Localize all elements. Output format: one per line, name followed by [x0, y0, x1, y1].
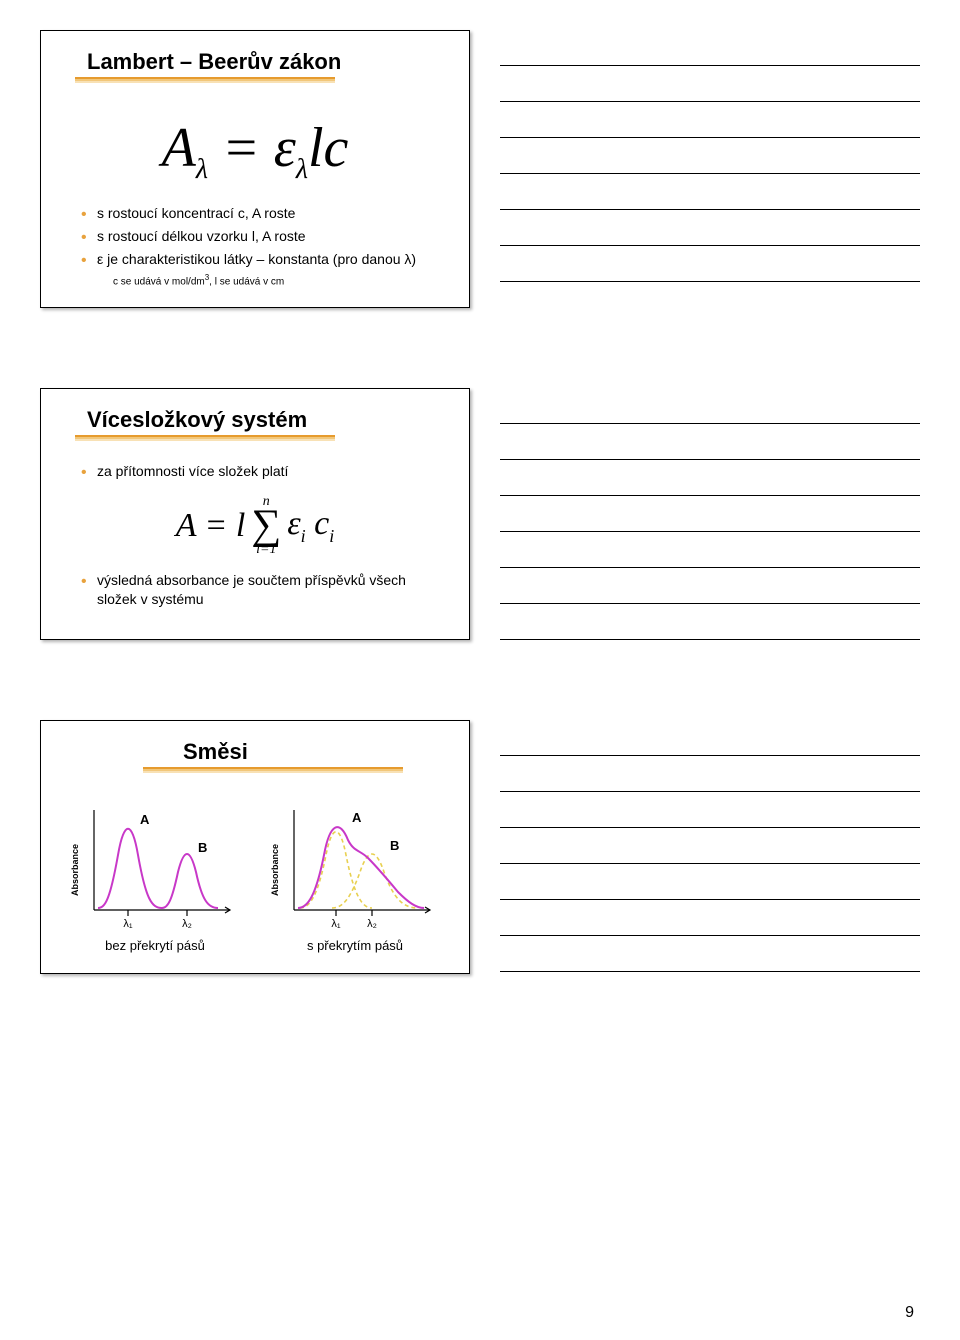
small-note-post: , l se udává v cm	[209, 276, 284, 287]
note-line	[500, 756, 920, 792]
row-2: Vícesložkový systém za přítomnosti více …	[40, 388, 920, 640]
chart-right-ylabel: Absorbance	[270, 844, 280, 896]
slide1-bullets: s rostoucí koncentrací c, A roste s rost…	[63, 204, 447, 269]
note-line	[500, 864, 920, 900]
eq2-rhs: εi ci	[287, 505, 334, 547]
slide1-bullet-3: ε je charakteristikou látky – konstanta …	[81, 250, 447, 269]
chart-left-caption: bez překrytí pásů	[105, 938, 205, 953]
note-line	[500, 210, 920, 246]
note-line	[500, 532, 920, 568]
slide2-equation: A = l n ∑ i=1 εi ci	[63, 495, 447, 557]
chart-left: Absorbance λ₁ λ₂ A B	[70, 800, 240, 930]
chart-right: Absorbance λ₁ λ₂ A	[270, 800, 440, 930]
note-line	[500, 174, 920, 210]
slide1-title: Lambert – Beerův zákon	[87, 49, 447, 75]
slide2-bullet-top-text: za přítomnosti více složek platí	[97, 463, 288, 479]
small-note-pre: c se udává v mol/dm	[113, 276, 205, 287]
eq-A: A	[162, 117, 196, 179]
chart-area: Absorbance λ₁ λ₂ A B	[63, 800, 447, 953]
notes-2	[500, 388, 920, 640]
page-number: 9	[905, 1304, 914, 1322]
row-3: Směsi Absorbance	[40, 720, 920, 974]
slide1-bullet-2: s rostoucí délkou vzorku l, A roste	[81, 227, 447, 246]
note-line	[500, 936, 920, 972]
sigma-symbol: ∑	[251, 509, 281, 543]
chart-right-tick2: λ₂	[367, 918, 377, 930]
eq-lambda2: λ	[296, 154, 308, 185]
chart-right-label-B: B	[390, 838, 399, 853]
sigma-bottom: i=1	[256, 543, 276, 557]
slide2-bullet-bottom: výsledná absorbance je součtem příspěvků…	[81, 571, 447, 609]
slide-3: Směsi Absorbance	[40, 720, 470, 974]
chart-left-label-B: B	[198, 840, 207, 855]
chart-left-tick1: λ₁	[123, 918, 133, 930]
note-line	[500, 720, 920, 756]
note-line	[500, 460, 920, 496]
note-line	[500, 792, 920, 828]
note-line	[500, 424, 920, 460]
slide2-bullets-top: za přítomnosti více složek platí	[63, 462, 447, 481]
chart-right-block: Absorbance λ₁ λ₂ A	[270, 800, 440, 953]
note-line	[500, 30, 920, 66]
chart-right-caption: s překrytím pásů	[307, 938, 403, 953]
slide2-bullet-bottom-text: výsledná absorbance je součtem příspěvků…	[97, 572, 406, 607]
note-line	[500, 568, 920, 604]
title-underline-3	[143, 767, 403, 773]
slide1-equation: Aλ = ελlc	[63, 116, 447, 186]
slide-2: Vícesložkový systém za přítomnosti více …	[40, 388, 470, 640]
slide2-bullet-top: za přítomnosti více složek platí	[81, 462, 447, 481]
note-line	[500, 102, 920, 138]
note-line	[500, 900, 920, 936]
slide1-small-note: c se udává v mol/dm3, l se udává v cm	[63, 273, 447, 287]
title-underline-2	[75, 435, 335, 441]
note-line	[500, 388, 920, 424]
chart-left-block: Absorbance λ₁ λ₂ A B	[70, 800, 240, 953]
note-line	[500, 246, 920, 282]
notes-1	[500, 30, 920, 308]
slide1-bullet-3-text: ε je charakteristikou látky – konstanta …	[97, 251, 416, 267]
eq-lc: lc	[308, 117, 348, 179]
eq2-lhs: A = l	[176, 507, 246, 545]
eq2-sub-i2: i	[329, 526, 334, 546]
slide1-bullet-1: s rostoucí koncentrací c, A roste	[81, 204, 447, 223]
note-line	[500, 496, 920, 532]
chart-left-tick2: λ₂	[182, 918, 192, 930]
row-1: Lambert – Beerův zákon Aλ = ελlc s rosto…	[40, 30, 920, 308]
sigma-block: n ∑ i=1	[251, 495, 281, 557]
slide3-title: Směsi	[183, 739, 447, 765]
note-line	[500, 138, 920, 174]
title-underline-1	[75, 77, 335, 83]
chart-left-ylabel: Absorbance	[70, 844, 80, 896]
eq2-c: c	[306, 505, 330, 542]
slide1-bullet-2-text: s rostoucí délkou vzorku l, A roste	[97, 228, 306, 244]
eq2-eps: ε	[287, 505, 300, 542]
slide2-title: Vícesložkový systém	[87, 407, 447, 433]
note-line	[500, 66, 920, 102]
chart-left-label-A: A	[140, 812, 150, 827]
note-line	[500, 828, 920, 864]
eq-eps: ε	[274, 117, 296, 179]
slide-1: Lambert – Beerův zákon Aλ = ελlc s rosto…	[40, 30, 470, 308]
slide1-bullet-1-text: s rostoucí koncentrací c, A roste	[97, 205, 295, 221]
slide2-bullets-bottom: výsledná absorbance je součtem příspěvků…	[63, 571, 447, 609]
eq-equals: =	[208, 117, 274, 179]
note-line	[500, 604, 920, 640]
chart-right-tick1: λ₁	[331, 918, 341, 930]
eq-lambda1: λ	[196, 154, 208, 185]
chart-right-label-A: A	[352, 810, 362, 825]
notes-3	[500, 720, 920, 974]
